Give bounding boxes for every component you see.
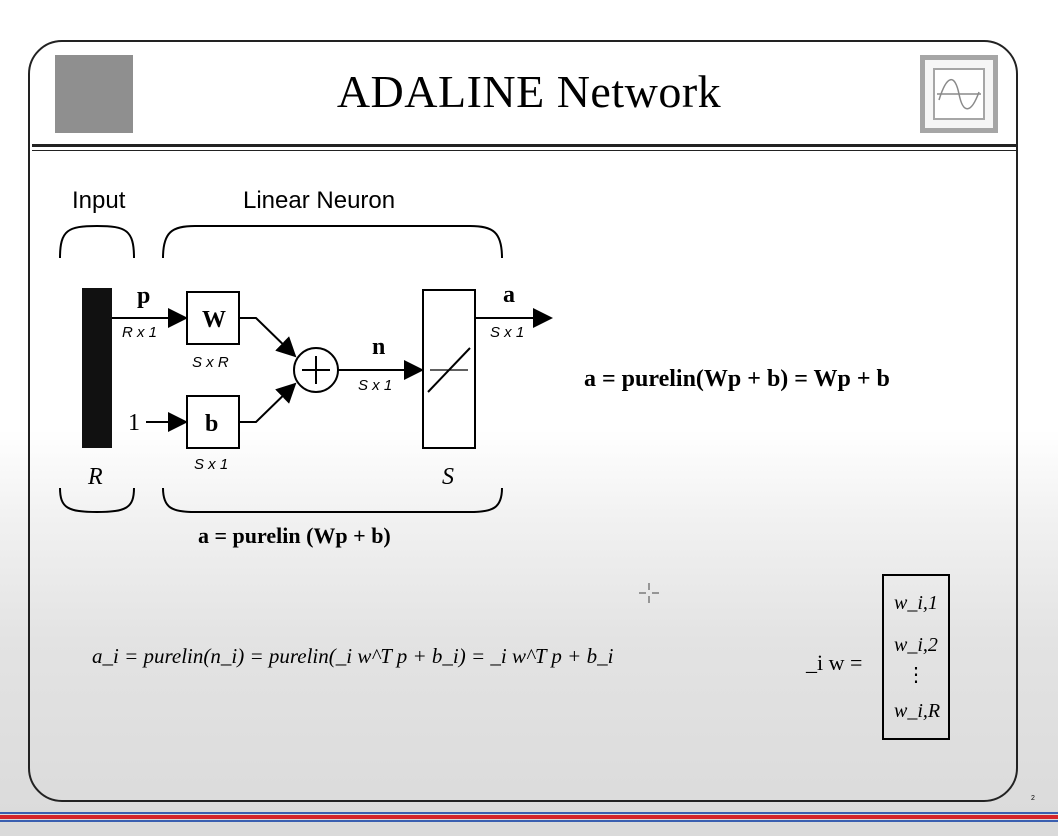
input-label: Input — [72, 187, 126, 214]
s-label: S — [442, 464, 454, 490]
matrix-entry: w_i,1 — [894, 592, 938, 614]
logo-inner — [933, 68, 985, 120]
neuron-label: Linear Neuron — [243, 187, 395, 214]
footer-stripe-blue — [0, 812, 1058, 814]
crosshair-cursor-icon — [639, 583, 659, 603]
b-to-sum-arrow — [239, 382, 297, 423]
title-rule-thin — [32, 150, 1017, 151]
matrix-ellipsis: ⋮ — [906, 664, 926, 686]
sine-wave-icon — [937, 79, 981, 110]
n-label: n — [372, 334, 385, 360]
one-label: 1 — [128, 410, 140, 436]
w-label: W — [202, 307, 226, 333]
w-to-sum-arrow — [239, 317, 297, 358]
matrix-entry: w_i,R — [894, 700, 941, 722]
r-label: R — [87, 464, 103, 490]
a-dim: S x 1 — [490, 324, 524, 341]
footer-stripe-red — [0, 815, 1058, 819]
neuron-brace-top — [162, 225, 503, 259]
b-label: b — [205, 411, 218, 437]
p-dim: R x 1 — [122, 324, 157, 341]
row-weight-label: _i w = — [806, 650, 863, 675]
input-brace-bottom — [59, 487, 135, 514]
logo — [920, 55, 998, 133]
input-brace-top — [59, 224, 135, 259]
a-label: a — [503, 282, 515, 308]
n-dim: S x 1 — [358, 377, 392, 394]
page-number: 2 — [1031, 795, 1035, 802]
weight-box — [186, 291, 240, 345]
bias-box — [186, 395, 240, 449]
row-weight-matrix: w_i,1 w_i,2 ⋮ w_i,R — [882, 574, 950, 740]
diagram-caption: a = purelin (Wp + b) — [198, 523, 391, 548]
title-rule — [32, 144, 1017, 147]
main-equation: a = purelin(Wp + b) = Wp + b — [584, 366, 890, 392]
w-dim: S x R — [192, 354, 229, 371]
corner-square — [55, 55, 133, 133]
neuron-i-equation: a_i = purelin(n_i) = purelin(_i w^T p + … — [92, 644, 614, 668]
slide-frame — [28, 40, 1018, 802]
b-dim: S x 1 — [194, 456, 228, 473]
footer-stripe-blue-2 — [0, 820, 1058, 822]
p-label: p — [137, 283, 150, 309]
input-vector-bar — [82, 288, 112, 448]
slide-title: ADALINE Network — [336, 66, 722, 117]
matrix-entry: w_i,2 — [894, 634, 938, 656]
neuron-brace-bottom — [162, 487, 503, 513]
